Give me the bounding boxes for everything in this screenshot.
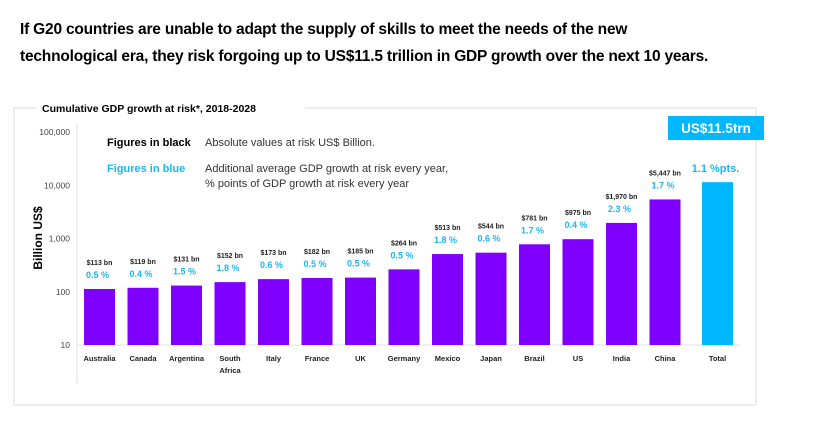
value-label: $185 bn — [347, 249, 373, 256]
y-tick-label: 100 — [56, 287, 70, 297]
value-label: $5,447 bn — [649, 170, 681, 177]
value-label: $152 bn — [217, 253, 243, 260]
bar — [562, 239, 594, 345]
pct-label: 1.8 % — [434, 235, 457, 245]
y-tick-label: 10 — [61, 340, 71, 350]
pct-label: 0.4 % — [129, 269, 152, 279]
x-tick-label: Italy — [266, 354, 282, 363]
y-tick-label: 10,000 — [44, 180, 70, 190]
pct-label: 1.7 % — [651, 180, 674, 190]
x-tick-label: Australia — [83, 354, 116, 363]
headline-line-2: technological era, they risk forgoing up… — [20, 48, 709, 65]
x-tick-label: France — [305, 354, 330, 363]
bar — [214, 282, 246, 345]
value-label: $781 bn — [521, 215, 547, 222]
pct-label: 2.3 % — [608, 204, 631, 214]
total-badge-text: US$11.5trn — [681, 121, 751, 136]
value-label: $975 bn — [565, 210, 591, 217]
x-tick-label: Japan — [480, 354, 502, 363]
x-tick-label: Argentina — [169, 354, 205, 363]
bar — [519, 244, 550, 345]
bar — [649, 199, 681, 345]
value-label: $119 bn — [130, 259, 156, 266]
bar — [127, 287, 159, 345]
x-tick-label: US — [573, 354, 583, 363]
bar — [345, 277, 376, 345]
value-label: $1,970 bn — [606, 194, 638, 201]
x-tick-label: Mexico — [435, 354, 461, 363]
value-label: $182 bn — [304, 249, 330, 256]
x-tick-label: Germany — [388, 354, 421, 363]
value-label: $264 bn — [391, 240, 417, 247]
pct-label: 0.5 % — [390, 250, 413, 260]
pct-label: 0.5 % — [303, 259, 326, 269]
bar — [432, 254, 463, 345]
x-tick-label: Africa — [219, 366, 241, 375]
pct-label: 0.5 % — [347, 259, 370, 269]
y-axis-label: Billion US$ — [31, 206, 45, 270]
x-tick-label: India — [613, 354, 631, 363]
y-tick-label: 1,000 — [49, 234, 71, 244]
legend-blue-desc-2: % points of GDP growth at risk every yea… — [205, 178, 409, 190]
value-label: $113 bn — [87, 260, 113, 267]
pct-label: 0.4 % — [564, 220, 587, 230]
legend-black-desc: Absolute values at risk US$ Billion. — [205, 137, 375, 149]
headline: If G20 countries are unable to adapt the… — [20, 16, 820, 70]
pct-label: 1.5 % — [173, 267, 196, 277]
value-label: $173 bn — [260, 250, 286, 257]
value-label: $131 bn — [173, 257, 199, 264]
pct-label: 1.7 % — [521, 225, 544, 235]
total-badge — [668, 116, 764, 140]
x-tick-label: Canada — [129, 354, 157, 363]
y-tick-label: 100,000 — [39, 127, 70, 137]
bar — [301, 277, 333, 345]
bar — [84, 288, 115, 345]
headline-line-1: If G20 countries are unable to adapt the… — [20, 21, 628, 38]
x-tick-label: Total — [709, 354, 726, 363]
value-label: $513 bn — [434, 225, 460, 232]
pct-label: 0.5 % — [86, 270, 109, 280]
legend-blue-label: Figures in blue — [107, 163, 185, 175]
x-tick-label: UK — [355, 354, 366, 363]
legend-blue-desc-1: Additional average GDP growth at risk ev… — [205, 163, 448, 175]
pct-label: 1.8 % — [216, 263, 239, 273]
value-label: $544 bn — [478, 224, 504, 231]
bar — [606, 222, 637, 345]
chart-frame — [13, 107, 757, 406]
bar — [171, 285, 202, 345]
bar — [388, 269, 420, 345]
legend-black-label: Figures in black — [107, 137, 192, 149]
x-tick-label: China — [655, 354, 677, 363]
bar-total — [702, 182, 733, 345]
x-tick-label: Brazil — [524, 354, 544, 363]
x-tick-label: South — [219, 354, 241, 363]
pct-label: 0.6 % — [477, 234, 500, 244]
pct-label: 1.1 %pts. — [692, 163, 740, 175]
bar — [258, 279, 289, 345]
chart-title: Cumulative GDP growth at risk*, 2018-202… — [42, 103, 256, 115]
pct-label: 0.6 % — [260, 260, 283, 270]
bar — [475, 252, 507, 345]
